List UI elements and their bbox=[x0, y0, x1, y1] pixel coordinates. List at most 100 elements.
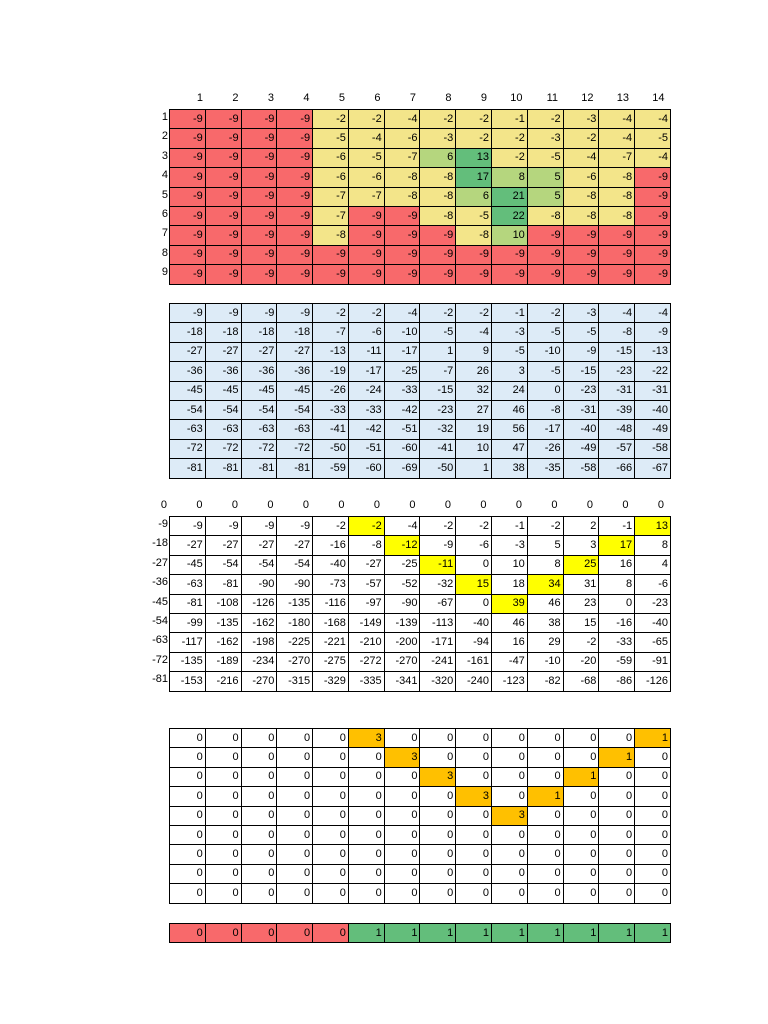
table2-cell[interactable]: -23 bbox=[419, 399, 457, 421]
table5-cell[interactable]: 1 bbox=[562, 922, 600, 944]
table4-cell[interactable]: 0 bbox=[240, 863, 278, 885]
table4-cell[interactable]: 0 bbox=[598, 727, 636, 749]
table3-cell[interactable]: -12 bbox=[383, 535, 421, 556]
table3-cell[interactable]: 39 bbox=[491, 593, 528, 614]
table2-cell[interactable]: -36 bbox=[276, 361, 314, 382]
table2-cell[interactable]: -18 bbox=[276, 322, 314, 343]
table4-cell[interactable]: 0 bbox=[240, 824, 278, 846]
table4-cell[interactable]: 0 bbox=[383, 863, 421, 885]
table1-cell[interactable]: -7 bbox=[312, 205, 349, 227]
table3-cell[interactable]: -27 bbox=[276, 535, 314, 556]
table1-cell[interactable]: -9 bbox=[204, 244, 242, 266]
table4-cell[interactable]: 0 bbox=[562, 786, 600, 807]
table4-cell[interactable]: 0 bbox=[312, 747, 349, 768]
table2-cell[interactable]: -54 bbox=[204, 399, 242, 421]
table2-cell[interactable]: -8 bbox=[598, 322, 636, 343]
table4-cell[interactable]: 0 bbox=[312, 766, 349, 788]
table1-cell[interactable]: -8 bbox=[598, 167, 636, 188]
table3-cell[interactable]: -27 bbox=[347, 554, 385, 576]
table2-cell[interactable]: -31 bbox=[598, 380, 636, 401]
table3-cell[interactable]: 25 bbox=[562, 554, 600, 576]
table1-cell[interactable]: -8 bbox=[383, 167, 421, 188]
table1-cell[interactable]: -9 bbox=[204, 205, 242, 227]
table4-cell[interactable]: 0 bbox=[562, 883, 600, 904]
table3-cell[interactable]: -234 bbox=[240, 651, 278, 673]
table3-cell[interactable]: -139 bbox=[383, 612, 421, 634]
table2-cell[interactable]: -63 bbox=[204, 419, 242, 440]
table2-cell[interactable]: -4 bbox=[598, 302, 636, 324]
table1-cell[interactable]: -9 bbox=[634, 205, 671, 227]
table1-cell[interactable]: -9 bbox=[276, 244, 314, 266]
table2-cell[interactable]: 56 bbox=[491, 419, 528, 440]
table4-cell[interactable]: 0 bbox=[419, 727, 457, 749]
table3-cell[interactable]: -1 bbox=[491, 515, 528, 537]
table1-cell[interactable]: -9 bbox=[562, 225, 600, 246]
table1-cell[interactable]: -2 bbox=[419, 108, 457, 130]
table1-cell[interactable]: -8 bbox=[383, 186, 421, 207]
table1-cell[interactable]: -2 bbox=[455, 108, 493, 130]
table4-cell[interactable]: 0 bbox=[383, 766, 421, 788]
table1-cell[interactable]: -9 bbox=[240, 108, 278, 130]
table4-cell[interactable]: 0 bbox=[383, 824, 421, 846]
table2-cell[interactable]: 46 bbox=[491, 399, 528, 421]
table1-cell[interactable]: -2 bbox=[491, 147, 528, 169]
table3-cell[interactable]: -153 bbox=[169, 671, 206, 692]
table1-cell[interactable]: -5 bbox=[526, 147, 564, 169]
table3-cell[interactable]: -168 bbox=[312, 612, 349, 634]
table4-cell[interactable]: 0 bbox=[634, 805, 671, 826]
table4-cell[interactable]: 0 bbox=[526, 863, 564, 885]
table1-cell[interactable]: -9 bbox=[204, 147, 242, 169]
table2-cell[interactable]: -69 bbox=[383, 458, 421, 479]
table2-cell[interactable]: -36 bbox=[169, 361, 206, 382]
table2-cell[interactable]: -6 bbox=[347, 322, 385, 343]
table1-cell[interactable]: -9 bbox=[240, 186, 278, 207]
table3-cell[interactable]: -73 bbox=[312, 574, 349, 595]
table1-cell[interactable]: -9 bbox=[562, 244, 600, 266]
table2-cell[interactable]: -45 bbox=[240, 380, 278, 401]
table4-cell[interactable]: 0 bbox=[634, 786, 671, 807]
table3-cell[interactable]: 8 bbox=[634, 535, 671, 556]
table1-cell[interactable]: -9 bbox=[491, 244, 528, 266]
table1-cell[interactable]: -4 bbox=[347, 128, 385, 149]
table5-cell[interactable]: 0 bbox=[204, 922, 242, 944]
table3-cell[interactable]: -108 bbox=[204, 593, 242, 614]
table2-cell[interactable]: -19 bbox=[312, 361, 349, 382]
table3-cell[interactable]: 38 bbox=[526, 612, 564, 634]
table2-cell[interactable]: -33 bbox=[347, 399, 385, 421]
table3-cell[interactable]: -27 bbox=[240, 535, 278, 556]
table2-cell[interactable]: -17 bbox=[383, 341, 421, 363]
table3-cell[interactable]: -3 bbox=[491, 535, 528, 556]
table1-cell[interactable]: -8 bbox=[562, 205, 600, 227]
table1-cell[interactable]: -9 bbox=[634, 186, 671, 207]
table4-cell[interactable]: 0 bbox=[383, 844, 421, 865]
table4-cell[interactable]: 0 bbox=[455, 805, 493, 826]
table4-cell[interactable]: 3 bbox=[347, 727, 385, 749]
table1-cell[interactable]: -9 bbox=[169, 108, 206, 130]
table2-cell[interactable]: -63 bbox=[240, 419, 278, 440]
table4-cell[interactable]: 0 bbox=[455, 824, 493, 846]
table4-cell[interactable]: 0 bbox=[240, 786, 278, 807]
table1-cell[interactable]: 10 bbox=[491, 225, 528, 246]
table4-cell[interactable]: 0 bbox=[491, 883, 528, 904]
table3-cell[interactable]: 16 bbox=[598, 554, 636, 576]
table2-cell[interactable]: -45 bbox=[276, 380, 314, 401]
table2-cell[interactable]: -49 bbox=[634, 419, 671, 440]
table3-cell[interactable]: -90 bbox=[383, 593, 421, 614]
table3-cell[interactable]: 23 bbox=[562, 593, 600, 614]
table2-cell[interactable]: 0 bbox=[526, 380, 564, 401]
table2-cell[interactable]: 19 bbox=[455, 419, 493, 440]
table4-cell[interactable]: 0 bbox=[419, 747, 457, 768]
table2-cell[interactable]: -11 bbox=[347, 341, 385, 363]
table4-cell[interactable]: 0 bbox=[383, 727, 421, 749]
table2-cell[interactable]: -72 bbox=[204, 438, 242, 460]
table4-cell[interactable]: 0 bbox=[419, 805, 457, 826]
table1-cell[interactable]: -4 bbox=[598, 128, 636, 149]
table2-cell[interactable]: -33 bbox=[312, 399, 349, 421]
table4-cell[interactable]: 0 bbox=[455, 766, 493, 788]
table4-cell[interactable]: 0 bbox=[312, 883, 349, 904]
table4-cell[interactable]: 0 bbox=[634, 766, 671, 788]
table4-cell[interactable]: 0 bbox=[347, 883, 385, 904]
table4-cell[interactable]: 0 bbox=[526, 883, 564, 904]
table3-cell[interactable]: -9 bbox=[204, 515, 242, 537]
table3-cell[interactable]: -149 bbox=[347, 612, 385, 634]
